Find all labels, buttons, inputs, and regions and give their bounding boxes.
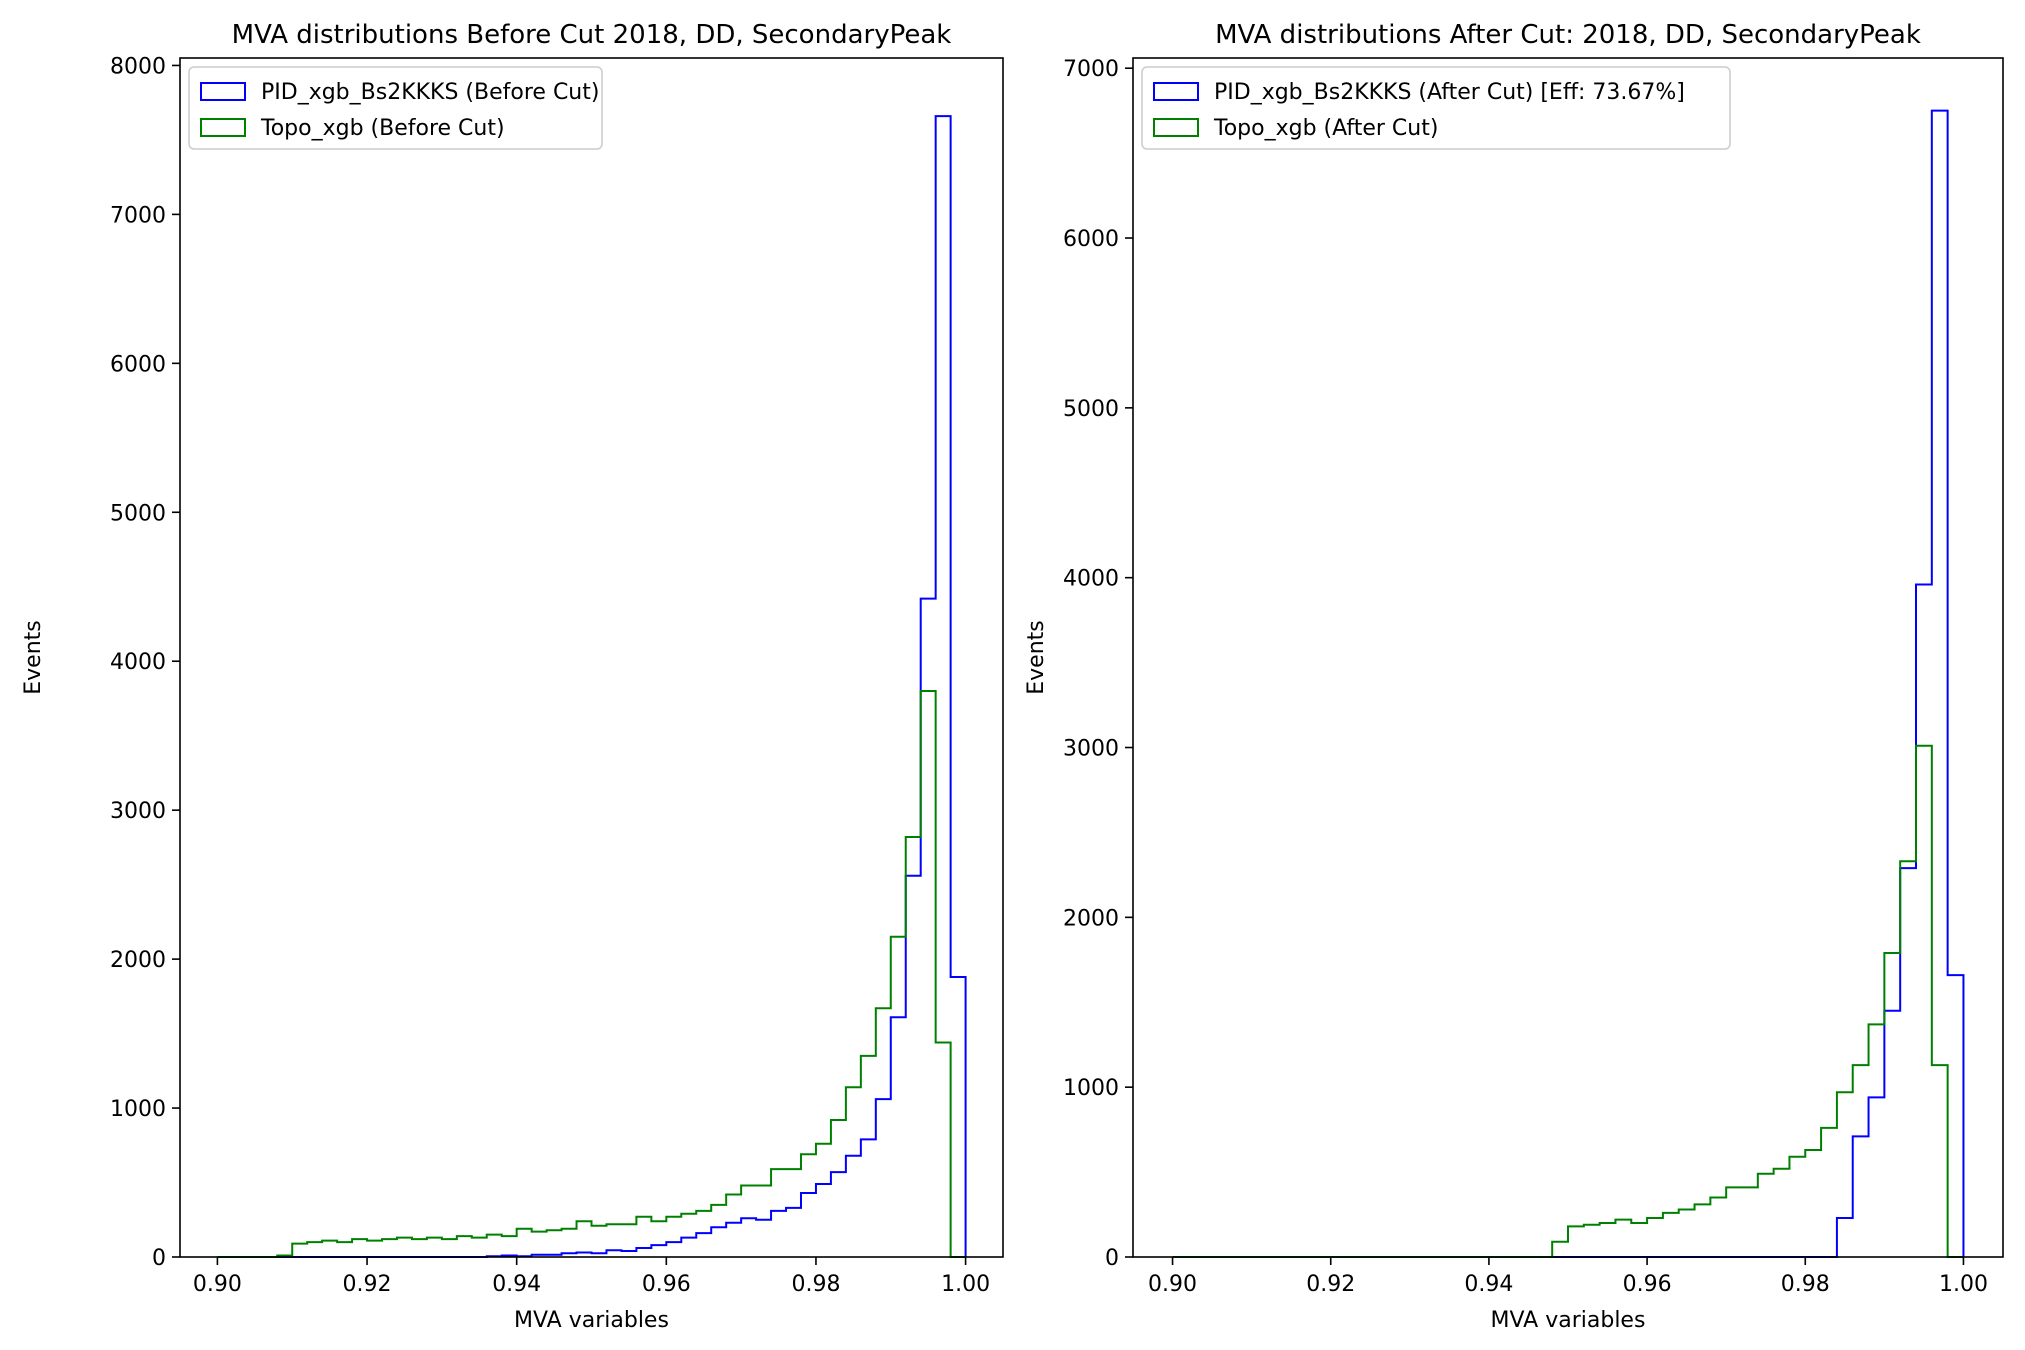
x-tick-label: 0.98 (791, 1272, 840, 1297)
y-tick-label: 3000 (110, 799, 166, 824)
chart-panel-1: MVA distributions Before Cut 2018, DD, S… (21, 20, 1004, 1333)
x-tick-label: 1.00 (1939, 1272, 1988, 1297)
x-tick-label: 0.98 (1781, 1272, 1830, 1297)
x-tick-label: 0.90 (1148, 1272, 1197, 1297)
y-tick-label: 1000 (110, 1097, 166, 1122)
x-tick-label: 0.94 (492, 1272, 541, 1297)
y-tick-label: 0 (152, 1246, 166, 1271)
y-tick-label: 8000 (110, 54, 166, 79)
legend-label: Topo_xgb (After Cut) (1213, 116, 1438, 141)
y-tick-label: 5000 (1063, 397, 1119, 422)
legend-label: PID_xgb_Bs2KKKS (After Cut) [Eff: 73.67%… (1214, 80, 1685, 105)
y-tick-label: 4000 (110, 650, 166, 675)
x-axis-label: MVA variables (1491, 1308, 1646, 1333)
legend-swatch (1153, 82, 1199, 101)
y-tick-label: 5000 (110, 501, 166, 526)
x-tick-label: 0.94 (1464, 1272, 1513, 1297)
x-tick-label: 0.90 (193, 1272, 242, 1297)
y-tick-label: 1000 (1063, 1076, 1119, 1101)
plot-frame (179, 57, 1004, 1258)
chart-title: MVA distributions Before Cut 2018, DD, S… (232, 20, 952, 50)
x-tick-label: 0.92 (1306, 1272, 1355, 1297)
y-tick-label: 7000 (110, 203, 166, 228)
x-axis-label: MVA variables (514, 1308, 669, 1333)
series-1-step-line (217, 115, 967, 1258)
x-tick-label: 0.92 (343, 1272, 392, 1297)
y-tick-label: 7000 (1063, 57, 1119, 82)
legend-box (1141, 66, 1731, 150)
plot-frame (1132, 57, 2004, 1258)
legend-box (188, 66, 603, 150)
legend-label: Topo_xgb (Before Cut) (260, 116, 505, 141)
series-2-step-line (1172, 744, 1964, 1258)
y-tick-label: 0 (1105, 1246, 1119, 1271)
x-tick-label: 0.96 (1623, 1272, 1672, 1297)
series-2-step-line (217, 690, 966, 1258)
y-axis-label: Events (21, 620, 46, 695)
x-tick-label: 0.96 (642, 1272, 691, 1297)
legend-swatch (200, 118, 246, 137)
chart-title: MVA distributions After Cut: 2018, DD, S… (1215, 20, 1921, 50)
series-1-step-line (1172, 109, 1965, 1258)
x-tick-label: 1.00 (941, 1272, 990, 1297)
legend-label: PID_xgb_Bs2KKKS (Before Cut) (261, 80, 599, 105)
y-axis-label: Events (1024, 620, 1049, 695)
y-tick-label: 2000 (110, 948, 166, 973)
legend-swatch (1153, 118, 1199, 137)
y-tick-label: 6000 (1063, 227, 1119, 252)
y-tick-label: 4000 (1063, 567, 1119, 592)
y-tick-label: 6000 (110, 352, 166, 377)
y-tick-label: 3000 (1063, 737, 1119, 762)
legend-swatch (200, 82, 246, 101)
y-tick-label: 2000 (1063, 906, 1119, 931)
chart-panel-2: MVA distributions After Cut: 2018, DD, S… (1024, 20, 2004, 1333)
